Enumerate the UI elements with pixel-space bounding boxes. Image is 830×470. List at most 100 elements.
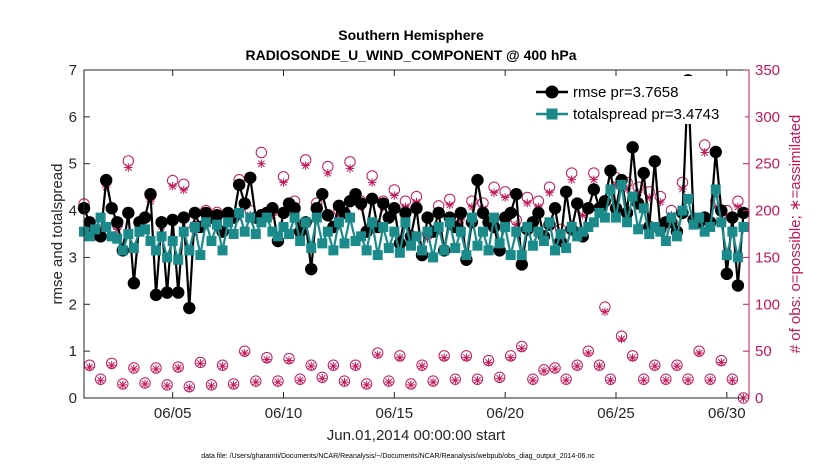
obs-possible-marker-83	[538, 364, 550, 376]
totalspread-point-29	[239, 226, 250, 237]
totalspread-point-37	[284, 229, 295, 239]
totalspread-point-69	[461, 250, 472, 261]
obs-assimilated-marker-52	[367, 178, 377, 187]
obs-possible-marker-13	[150, 362, 162, 374]
rmse-point-11	[138, 211, 152, 224]
totalspread-point-104	[655, 226, 666, 237]
y-axis-label: rmse and totalspread	[49, 164, 66, 305]
obs-assimilated-stroke-84-3	[545, 189, 554, 197]
totalspread-point-31	[250, 229, 261, 239]
obs-possible-marker-63	[427, 375, 439, 387]
obs-assimilated-marker-57	[395, 353, 405, 362]
totalspread-point-115	[716, 217, 727, 228]
rmse-point-15	[160, 286, 174, 299]
rmse-point-87	[559, 185, 573, 199]
obs-assimilated-marker-11	[140, 379, 150, 389]
totalspread-point-74	[489, 212, 500, 223]
obs-assimilated-marker-43	[318, 374, 327, 383]
obs-assimilated-marker-56	[390, 191, 399, 200]
rmse-point-16	[166, 213, 179, 227]
totalspread-point-45	[328, 245, 339, 256]
obs-assimilated-stroke-69-3	[462, 354, 470, 362]
totalspread-point-113	[705, 221, 716, 232]
obs-possible-marker-67	[449, 373, 461, 385]
totalspread-point-22	[200, 217, 211, 228]
obs-assimilated-stroke-18-3	[180, 186, 188, 194]
obs-assimilated-stroke-88-3	[568, 176, 576, 184]
obs-assimilated-stroke-85-3	[551, 365, 559, 373]
totalspread-point-109	[683, 193, 694, 204]
obs-assimilated-marker-112	[700, 148, 709, 157]
obs-assimilated-stroke-5-3	[108, 361, 116, 369]
obs-assimilated-marker-36	[279, 178, 288, 187]
totalspread-point-68	[455, 226, 466, 237]
totalspread-point-65	[439, 245, 450, 256]
y2-tick-label-2: 100	[755, 296, 780, 313]
rmse-point-77	[504, 206, 517, 220]
obs-possible-marker-43	[316, 371, 328, 384]
obs-assimilated-stroke-8-3	[124, 163, 132, 171]
legend: rmse pr=3.7658 totalspread pr=3.4743	[530, 76, 745, 124]
obs-assimilated-stroke-37-3	[285, 357, 293, 365]
totalspread-point-97	[616, 179, 627, 190]
obs-possible-marker-55	[383, 375, 395, 387]
totalspread-point-73	[483, 245, 494, 256]
obs-assimilated-stroke-39-3	[296, 376, 304, 384]
totalspread-point-90	[577, 226, 588, 237]
obs-assimilated-stroke-19-3	[185, 384, 193, 392]
obs-assimilated-stroke-97-3	[618, 335, 626, 343]
y-tick-label-7: 7	[69, 62, 77, 79]
totalspread-point-57	[394, 247, 405, 258]
obs-assimilated-stroke-92-3	[590, 176, 598, 184]
obs-possible-marker-7	[117, 378, 129, 390]
totalspread-point-33	[261, 212, 272, 223]
obs-assimilated-marker-66	[445, 200, 454, 210]
obs-assimilated-marker-74	[489, 188, 499, 197]
obs-assimilated-marker-99	[628, 353, 637, 362]
totalspread-point-13	[151, 245, 162, 256]
obs-assimilated-stroke-94-3	[601, 308, 609, 316]
totalspread-point-110	[688, 219, 699, 230]
rmse-point-9	[127, 277, 141, 290]
totalspread-point-84	[544, 217, 555, 228]
totalspread-point-60	[411, 231, 422, 242]
obs-assimilated-stroke-35-3	[274, 378, 282, 386]
rmse-point-103	[648, 155, 661, 168]
obs-possible-marker-47	[338, 375, 351, 387]
totalspread-point-79	[516, 250, 527, 261]
totalspread-point-21	[195, 250, 206, 261]
obs-assimilated-stroke-76-3	[501, 193, 509, 201]
totalspread-point-62	[422, 226, 433, 237]
totalspread-point-16	[167, 236, 178, 247]
obs-assimilated-marker-29	[240, 348, 249, 358]
rmse-point-13	[149, 288, 163, 302]
obs-assimilated-marker-91	[584, 348, 593, 358]
obs-assimilated-marker-107	[672, 361, 682, 371]
totalspread-point-112	[699, 226, 710, 237]
totalspread-point-58	[400, 217, 411, 228]
obs-possible-marker-59	[405, 378, 417, 390]
totalspread-point-102	[644, 229, 655, 239]
obs-assimilated-stroke-63-3	[429, 378, 437, 386]
obs-assimilated-stroke-29-3	[241, 349, 249, 357]
obs-assimilated-marker-69	[462, 353, 471, 362]
rmse-point-115	[715, 204, 728, 217]
totalspread-point-64	[433, 221, 444, 232]
obs-assimilated-stroke-105-3	[662, 376, 670, 384]
obs-assimilated-stroke-101-3	[640, 376, 648, 384]
obs-assimilated-stroke-71-3	[473, 376, 481, 384]
totalspread-point-7	[117, 245, 128, 256]
totalspread-point-66	[444, 217, 455, 228]
rmse-point-43	[316, 187, 329, 201]
obs-assimilated-marker-71	[473, 375, 482, 385]
x-tick-label-3: 06/20	[486, 405, 524, 422]
totalspread-point-52	[367, 217, 378, 228]
rmse-point-17	[172, 286, 185, 299]
totalspread-point-76	[500, 221, 511, 232]
obs-assimilated-marker-84	[545, 188, 554, 197]
totalspread-point-67	[450, 243, 461, 254]
obs-assimilated-stroke-25-3	[219, 362, 227, 370]
obs-assimilated-marker-8	[124, 163, 133, 172]
obs-assimilated-marker-5	[107, 361, 116, 370]
obs-assimilated-marker-49	[351, 361, 360, 371]
